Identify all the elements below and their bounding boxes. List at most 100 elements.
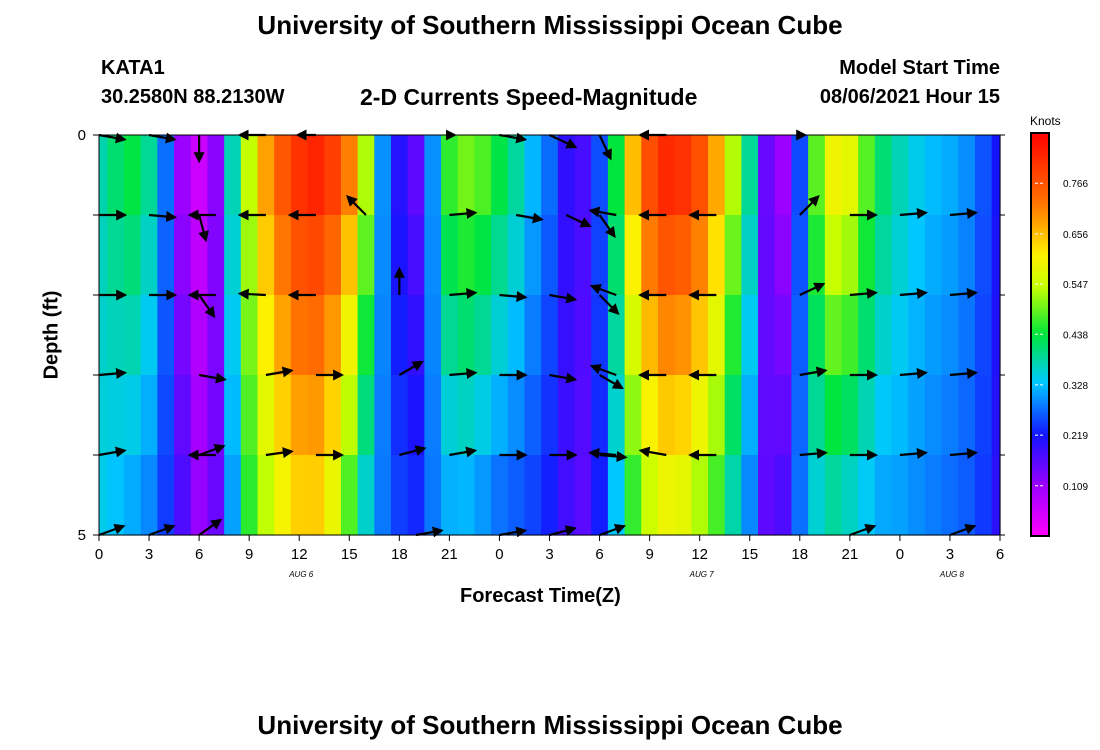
heatmap-cell xyxy=(974,295,993,376)
colorbar-tick-label: 0.656 xyxy=(1063,230,1088,241)
heatmap-cell xyxy=(457,375,476,456)
heatmap-cell xyxy=(607,215,626,296)
current-vector-arrow xyxy=(899,208,928,219)
heatmap-cell xyxy=(507,215,526,296)
heatmap-cell xyxy=(240,135,259,216)
heatmap-cell xyxy=(574,135,592,216)
heatmap-cell xyxy=(691,455,709,536)
current-vector-arrow xyxy=(949,523,977,537)
heatmap-cell xyxy=(824,215,843,296)
heatmap-cell xyxy=(758,455,776,536)
current-vector-arrow xyxy=(589,283,617,297)
current-vector-arrow xyxy=(198,518,223,536)
x-tick-label: 18 xyxy=(391,546,408,563)
heatmap-cell xyxy=(157,215,175,296)
x-axis-title: Forecast Time(Z) xyxy=(460,585,621,607)
heatmap-cell xyxy=(274,455,292,536)
heatmap-cell xyxy=(324,295,342,376)
heatmap-cell xyxy=(474,375,492,456)
heatmap-cell xyxy=(774,375,793,456)
heatmap-cell xyxy=(257,295,275,376)
current-vector-arrow xyxy=(98,523,126,537)
heatmap-cell xyxy=(741,375,759,456)
current-vector-arrow xyxy=(265,447,294,459)
heatmap-cell xyxy=(724,215,742,296)
current-vector-arrow xyxy=(449,368,478,379)
x-tick-label: 3 xyxy=(545,546,553,563)
heatmap-cell xyxy=(924,215,943,296)
heatmap-cell xyxy=(641,215,659,296)
heatmap-cell xyxy=(858,215,876,296)
heatmap-cell xyxy=(424,375,442,456)
heatmap-cell xyxy=(841,295,859,376)
heatmap-cell xyxy=(924,375,943,456)
heatmap-cell xyxy=(724,295,742,376)
heatmap-cell xyxy=(708,215,726,296)
heatmap-cell xyxy=(674,375,692,456)
heatmap-cell xyxy=(974,135,993,216)
model-start-label: Model Start Time xyxy=(839,57,1000,79)
heatmap-cell xyxy=(324,375,342,456)
colorbar-tick-label: 0.219 xyxy=(1063,431,1088,442)
x-tick-label: 15 xyxy=(341,546,358,563)
heatmap-cell xyxy=(224,215,242,296)
heatmap-cell xyxy=(958,215,976,296)
heatmap-cell xyxy=(657,215,676,296)
heatmap-cell xyxy=(357,135,375,216)
x-tick-label: 21 xyxy=(441,546,458,563)
heatmap-cell xyxy=(574,215,592,296)
heatmap-cell xyxy=(491,135,509,216)
current-vector-arrow xyxy=(148,211,178,222)
heatmap-cell xyxy=(441,215,459,296)
heatmap-cell xyxy=(641,135,659,216)
heatmap-cell xyxy=(240,375,259,456)
heatmap-cell xyxy=(290,295,309,376)
heatmap-cell xyxy=(958,455,976,536)
heatmap-cell xyxy=(207,215,225,296)
heatmap-cell xyxy=(457,455,476,536)
heatmap-cell xyxy=(891,295,909,376)
x-tick-label: 12 xyxy=(691,546,708,563)
heatmap-cell xyxy=(107,215,125,296)
heatmap-cell xyxy=(374,295,392,376)
heatmap-cell xyxy=(858,375,876,456)
heatmap-cell xyxy=(557,375,576,456)
current-vector-arrow xyxy=(798,195,820,216)
heatmap-cell xyxy=(224,135,242,216)
heatmap-cell xyxy=(424,295,442,376)
x-tick-label: 21 xyxy=(841,546,858,563)
current-vector-arrow xyxy=(799,448,828,459)
current-vector-arrow xyxy=(598,134,612,161)
current-vector-arrow xyxy=(237,288,266,300)
heatmap-cell xyxy=(691,295,709,376)
heatmap-cell xyxy=(691,215,709,296)
heatmap-cell xyxy=(874,375,893,456)
heatmap-cell xyxy=(340,295,359,376)
heatmap-cell xyxy=(824,375,843,456)
current-vector-arrow xyxy=(198,372,227,384)
current-speed-heatmap: 0 3 6 9 12 15 18 21 0 3 6 9 12 15 18 21 0 3 6 AUG 6 AUG 7 AUG… xyxy=(78,127,1089,579)
current-vector-arrow xyxy=(599,523,627,537)
heatmap-cell xyxy=(724,455,742,536)
heatmap-cell xyxy=(224,295,242,376)
heatmap-cell xyxy=(591,215,609,296)
heatmap-cell xyxy=(99,375,108,456)
heatmap-cell xyxy=(824,455,843,536)
current-vector-arrow xyxy=(588,448,617,459)
heatmap-cell xyxy=(657,455,676,536)
heatmap-cell xyxy=(274,375,292,456)
heatmap-cell xyxy=(607,295,626,376)
heatmap-cell xyxy=(240,215,259,296)
heatmap-cell xyxy=(124,215,142,296)
heatmap-cell xyxy=(307,455,325,536)
heatmap-cell xyxy=(257,455,275,536)
x-tick-label: 9 xyxy=(245,546,253,563)
heatmap-cell xyxy=(307,375,325,456)
current-vector-arrow xyxy=(549,292,578,304)
heatmap-cell xyxy=(557,135,576,216)
current-vector-arrow xyxy=(398,360,424,376)
heatmap-cell xyxy=(624,375,642,456)
heatmap-cell xyxy=(174,375,192,456)
heatmap-cell xyxy=(491,295,509,376)
heatmap-cell xyxy=(758,135,776,216)
